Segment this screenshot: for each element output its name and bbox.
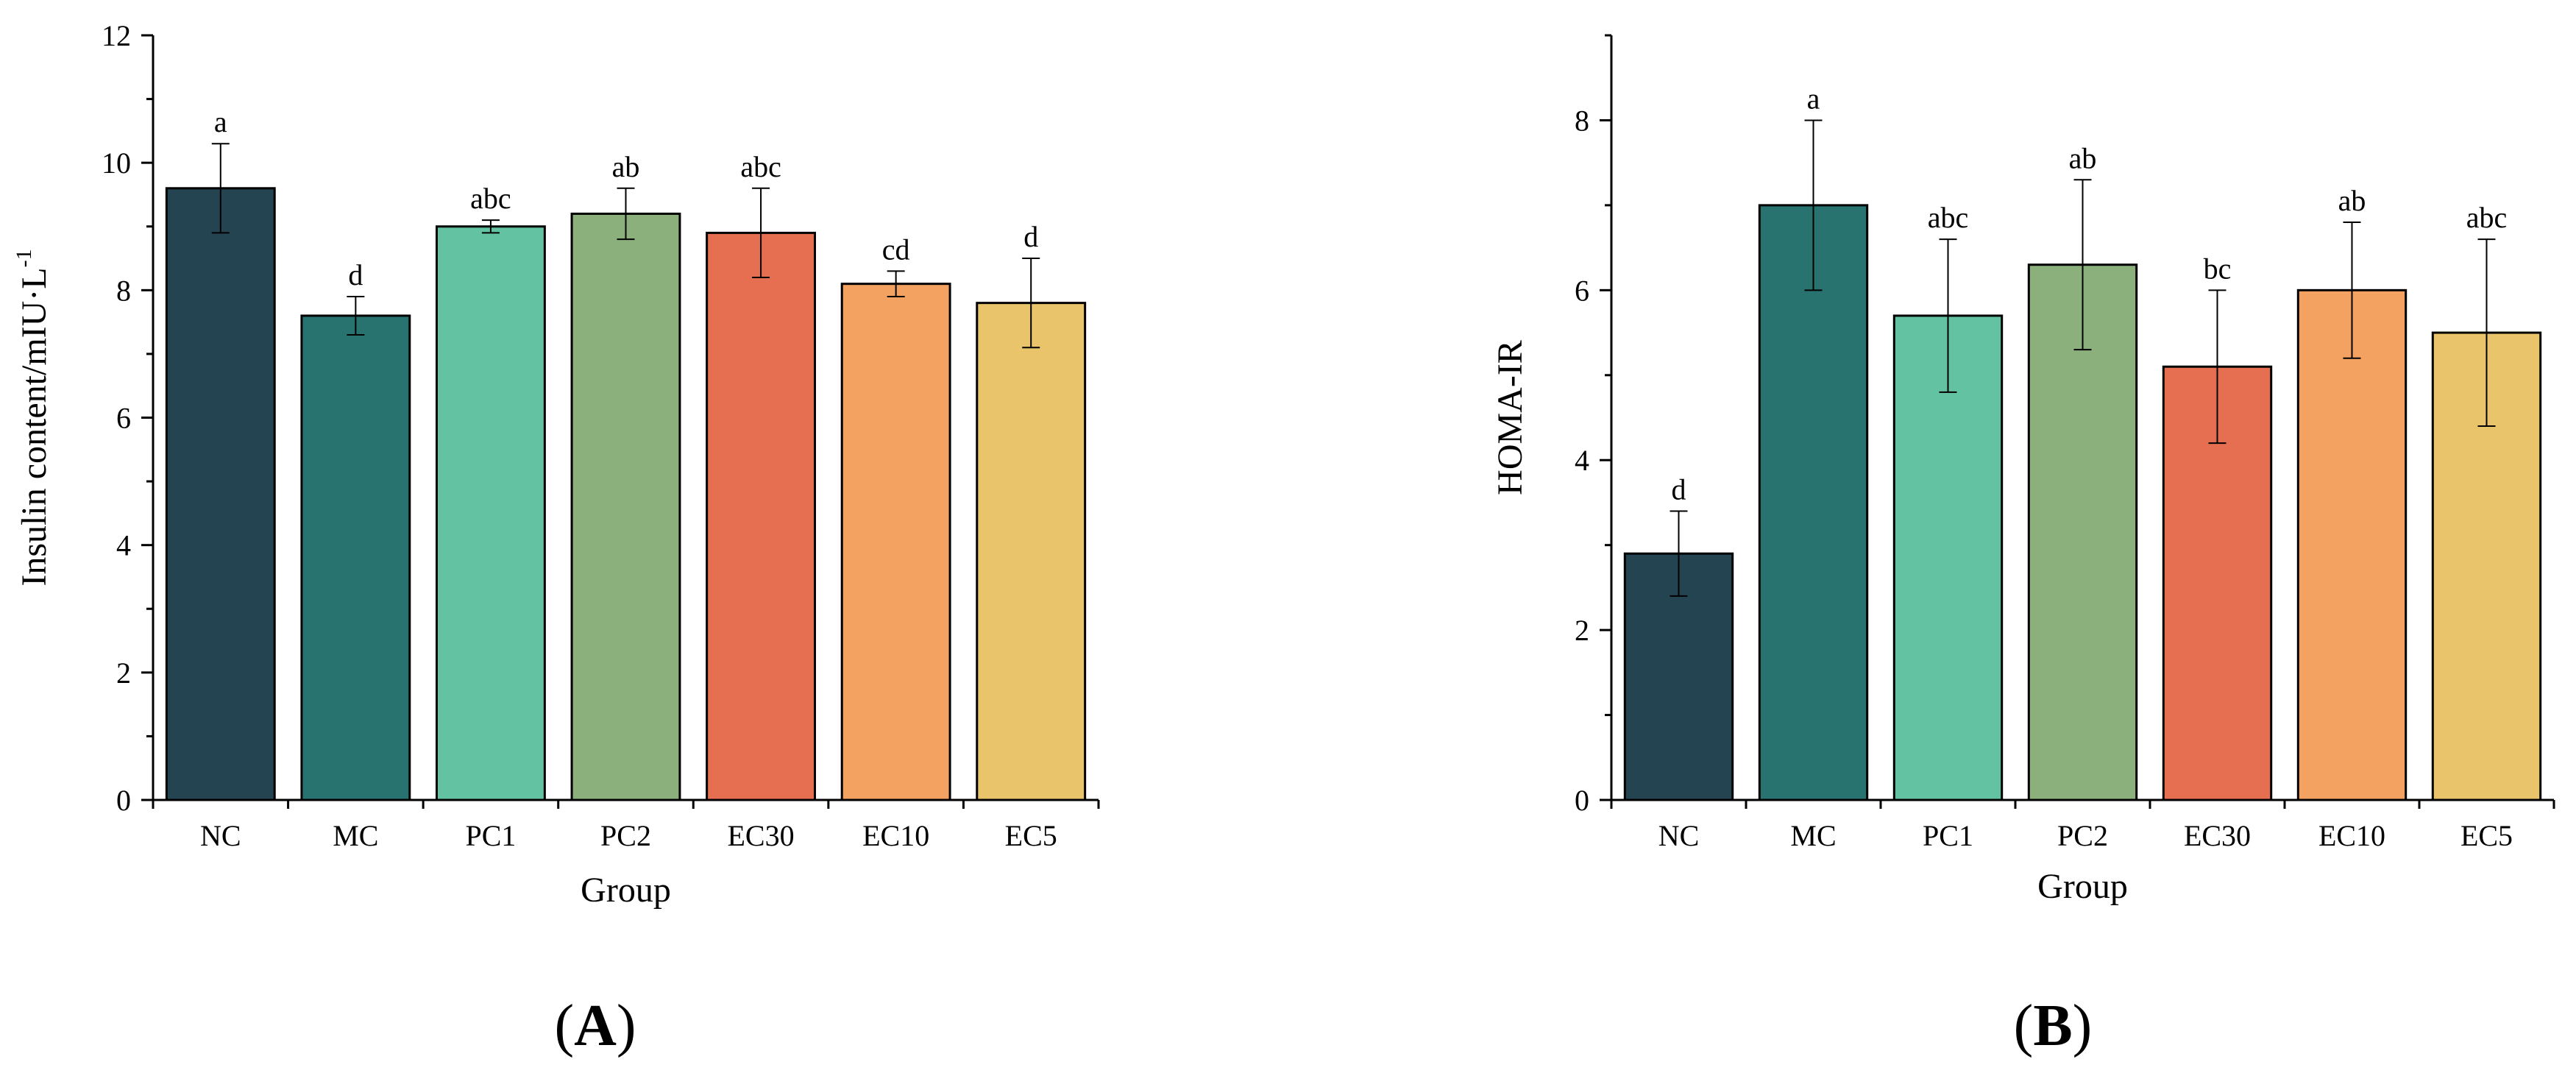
y-tick-label: 0 [1575, 784, 1589, 817]
panel-a: 0 2 4 6 8 10 12 a NC d MC abc PC1 ab PC2 abc EC30 cd EC10 d… [12, 19, 1100, 1058]
significance-label: d [1672, 472, 1686, 506]
x-axis-title: Group [2037, 867, 2128, 906]
y-axis-title-superscript: -1 [12, 249, 36, 267]
significance-label: cd [882, 233, 910, 266]
y-tick-label: 4 [1575, 444, 1589, 477]
y-tick-label: 4 [116, 529, 131, 562]
bar-ec30 [706, 231, 817, 801]
bar-pc1 [1892, 314, 2004, 801]
y-tick-label: 6 [116, 402, 131, 435]
x-tick-label: PC1 [465, 819, 516, 852]
bar-pc1 [436, 225, 546, 801]
significance-label: abc [740, 150, 781, 183]
bar-ec10 [840, 283, 951, 801]
x-tick-label: EC5 [1005, 819, 1057, 852]
significance-label: d [1023, 220, 1038, 253]
significance-label: abc [1928, 201, 1969, 234]
significance-label: abc [2466, 201, 2508, 234]
bar-nc [165, 187, 276, 801]
x-tick-label: PC2 [2057, 819, 2108, 852]
significance-label: a [214, 105, 227, 138]
panel-label: (B) [2014, 994, 2093, 1058]
y-tick-label: 8 [116, 274, 131, 307]
y-tick-label: 12 [102, 19, 131, 52]
bar-pc2 [570, 212, 681, 801]
x-tick-label: PC2 [600, 819, 651, 852]
significance-label: abc [470, 182, 511, 215]
panel-label: (A) [554, 994, 636, 1058]
y-tick-label: 2 [1575, 614, 1589, 647]
y-tick-label: 2 [116, 656, 131, 690]
significance-label: bc [2204, 252, 2232, 285]
y-tick-label: 10 [102, 146, 131, 180]
significance-label: ab [2338, 184, 2366, 217]
y-axis-title: Insulin content/mIU·L-1 [12, 249, 54, 586]
bar-mc [300, 314, 411, 801]
x-tick-label: MC [333, 819, 378, 852]
panel-b: 0 2 4 6 8 d NC a MC abc PC1 ab PC2 bc EC30 ab EC10 abc EC5… [1491, 34, 2555, 1058]
x-tick-label: EC10 [862, 819, 929, 852]
bar-mc [1758, 204, 1869, 801]
bar-ec10 [2296, 288, 2408, 801]
y-tick-label: 6 [1575, 274, 1589, 307]
y-tick-label: 8 [1575, 104, 1589, 137]
x-axis-title: Group [581, 871, 671, 910]
significance-label: ab [2069, 141, 2097, 174]
x-tick-label: PC1 [1923, 819, 1973, 852]
x-tick-label: MC [1790, 819, 1836, 852]
bar-pc2 [2027, 263, 2138, 801]
x-tick-label: NC [1658, 819, 1700, 852]
y-tick-label: 0 [116, 784, 131, 817]
y-axis-title: HOMA-IR [1491, 340, 1530, 495]
bar-ec5 [976, 302, 1087, 801]
x-tick-label: NC [200, 819, 241, 852]
significance-label: d [348, 258, 363, 291]
x-tick-label: EC30 [2184, 819, 2251, 852]
x-tick-label: EC10 [2318, 819, 2385, 852]
significance-label: a [1807, 82, 1820, 115]
significance-label: ab [612, 150, 640, 183]
x-tick-label: EC30 [728, 819, 795, 852]
x-tick-label: EC5 [2460, 819, 2513, 852]
